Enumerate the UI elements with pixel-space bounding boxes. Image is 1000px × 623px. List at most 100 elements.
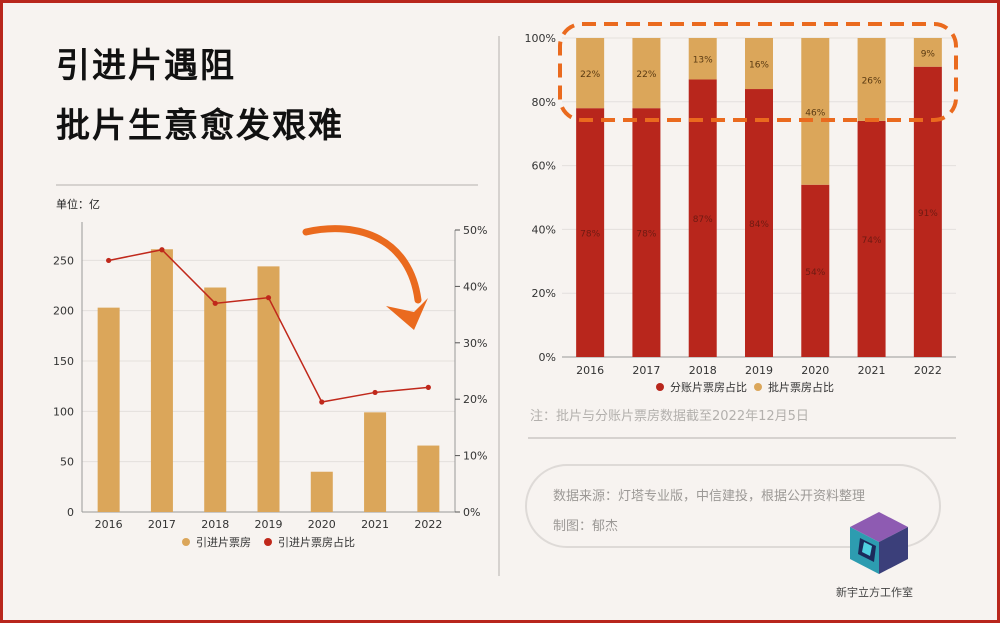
x-tick: 2018 bbox=[201, 518, 229, 531]
y-tick-left: 200 bbox=[53, 305, 74, 318]
bar-revenue-share-film bbox=[688, 79, 717, 357]
data-label-revenue-share-film: 54% bbox=[805, 268, 825, 278]
bar-revenue-share-film bbox=[576, 108, 605, 358]
line-point-import-share bbox=[425, 384, 431, 390]
title-divider bbox=[56, 184, 478, 186]
data-label-revenue-share-film: 74% bbox=[862, 236, 882, 246]
x-tick: 2020 bbox=[308, 518, 336, 531]
y-tick-right: 20% bbox=[463, 393, 487, 406]
trend-arrow-icon bbox=[302, 225, 422, 304]
logo-text: 新宇立方工作室 bbox=[836, 586, 913, 599]
legend-label: 引进片票房占比 bbox=[278, 535, 355, 549]
bar-import-box-office bbox=[417, 445, 440, 512]
y-tick-left: 250 bbox=[53, 254, 74, 267]
x-tick: 2020 bbox=[801, 364, 829, 377]
data-label-batch-film: 9% bbox=[921, 49, 936, 59]
y-tick-right: 50% bbox=[463, 224, 487, 237]
unit-label: 单位：亿 bbox=[56, 198, 100, 211]
bar-import-box-office bbox=[150, 249, 173, 512]
x-tick: 2021 bbox=[361, 518, 389, 531]
bar-import-box-office bbox=[204, 287, 227, 512]
x-tick: 2022 bbox=[414, 518, 442, 531]
trend-arrowhead-icon bbox=[386, 298, 428, 330]
y-tick-left: 150 bbox=[53, 355, 74, 368]
page-title-line-2: 批片生意愈发艰难 bbox=[56, 106, 344, 146]
bar-revenue-share-film bbox=[745, 89, 773, 357]
line-point-import-share bbox=[106, 257, 112, 264]
data-label-revenue-share-film: 84% bbox=[749, 220, 769, 230]
y-tick-left: 0 bbox=[67, 506, 74, 519]
x-tick: 2019 bbox=[255, 518, 283, 531]
legend-marker-revenue-share-film bbox=[656, 383, 664, 391]
cube-logo-icon bbox=[850, 512, 908, 574]
x-tick: 2022 bbox=[914, 364, 942, 377]
data-label-batch-film: 46% bbox=[805, 108, 825, 118]
column-divider bbox=[498, 36, 500, 576]
x-tick: 2017 bbox=[632, 364, 660, 377]
bar-batch-film bbox=[632, 38, 661, 109]
data-label-batch-film: 13% bbox=[693, 56, 713, 66]
bar-import-box-office bbox=[310, 471, 333, 512]
bar-batch-film bbox=[857, 38, 886, 121]
legend-label: 批片票房占比 bbox=[768, 380, 834, 394]
note-divider bbox=[528, 437, 956, 439]
y-tick-right: 40% bbox=[463, 280, 487, 293]
x-tick: 2021 bbox=[858, 364, 886, 377]
legend-marker-batch-film bbox=[754, 383, 762, 391]
legend-label: 分账片票房占比 bbox=[670, 380, 747, 394]
y-tick: 0% bbox=[539, 351, 556, 364]
line-point-import-share bbox=[212, 300, 218, 306]
legend-marker-import-share bbox=[264, 538, 272, 546]
y-tick: 40% bbox=[532, 223, 556, 236]
line-point-import-share bbox=[372, 389, 378, 396]
y-tick-right: 10% bbox=[463, 450, 487, 463]
line-point-import-share bbox=[265, 295, 272, 301]
x-tick: 2016 bbox=[95, 518, 123, 531]
legend-label: 引进片票房 bbox=[196, 535, 251, 549]
bar-import-box-office bbox=[364, 412, 387, 512]
bar-revenue-share-film bbox=[632, 108, 661, 358]
y-tick: 20% bbox=[532, 287, 556, 300]
data-label-batch-film: 26% bbox=[862, 76, 882, 86]
source-box: 数据来源：灯塔专业版，中信建投，根据公开资料整理 制图：郁杰 bbox=[525, 464, 941, 548]
data-label-revenue-share-film: 91% bbox=[918, 209, 938, 219]
bar-revenue-share-film bbox=[857, 120, 886, 357]
bar-batch-film bbox=[801, 38, 830, 185]
y-tick-right: 0% bbox=[463, 506, 480, 519]
data-label-batch-film: 22% bbox=[636, 70, 656, 80]
y-tick-left: 50 bbox=[60, 456, 74, 469]
y-tick: 100% bbox=[525, 32, 556, 45]
line-point-import-share bbox=[319, 399, 325, 405]
data-label-revenue-share-film: 87% bbox=[693, 215, 713, 225]
x-tick: 2017 bbox=[148, 518, 176, 531]
bar-batch-film bbox=[688, 38, 717, 80]
bar-revenue-share-film bbox=[801, 184, 830, 357]
y-tick-left: 100 bbox=[53, 405, 74, 418]
bar-batch-film bbox=[745, 38, 773, 90]
x-tick: 2016 bbox=[576, 364, 604, 377]
highlight-dashed-outline bbox=[558, 22, 958, 122]
bar-import-box-office bbox=[97, 307, 120, 512]
bar-import-box-office bbox=[257, 266, 280, 512]
data-label-revenue-share-film: 78% bbox=[580, 230, 600, 240]
x-tick: 2018 bbox=[689, 364, 717, 377]
data-label-batch-film: 16% bbox=[749, 61, 769, 71]
legend-marker-import-box-office bbox=[182, 538, 190, 546]
x-tick: 2019 bbox=[745, 364, 773, 377]
y-tick-right: 30% bbox=[463, 337, 487, 350]
data-label-batch-film: 22% bbox=[580, 70, 600, 80]
y-tick: 60% bbox=[532, 160, 556, 173]
data-source: 数据来源：灯塔专业版，中信建投，根据公开资料整理 bbox=[553, 489, 866, 504]
bar-revenue-share-film bbox=[913, 66, 942, 358]
line-point-import-share bbox=[159, 247, 165, 253]
footnote: 注：批片与分账片票房数据截至2022年12月5日 bbox=[530, 409, 809, 424]
bar-batch-film bbox=[576, 38, 605, 109]
page-title-line-1: 引进片遇阻 bbox=[56, 46, 236, 86]
bar-batch-film bbox=[913, 38, 942, 67]
y-tick: 80% bbox=[532, 96, 556, 109]
chart-maker: 制图：郁杰 bbox=[553, 519, 619, 534]
data-label-revenue-share-film: 78% bbox=[636, 230, 656, 240]
